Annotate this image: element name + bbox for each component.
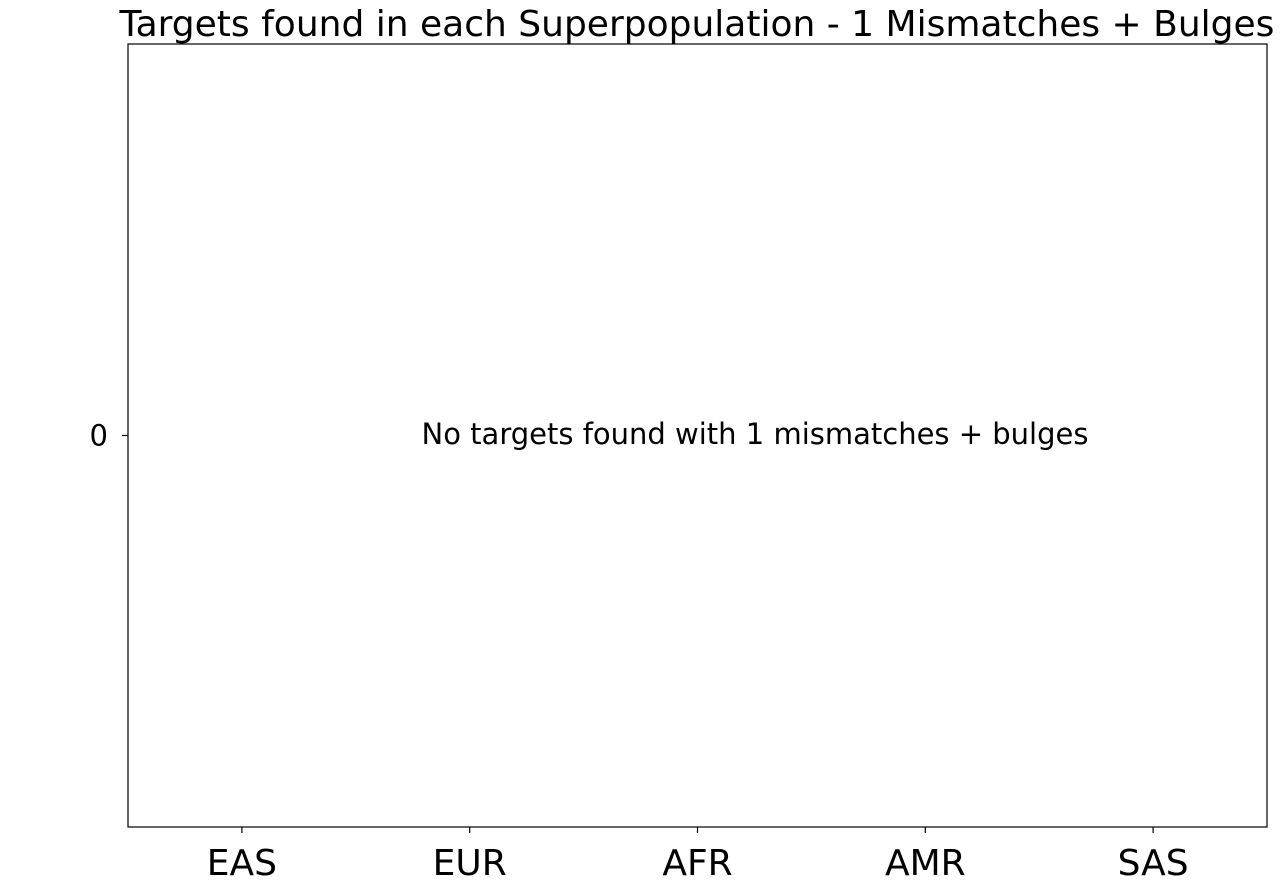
chart-title: Targets found in each Superpopulation - … [119, 4, 1275, 45]
x-tick-label-sas: SAS [1118, 843, 1189, 880]
y-axis: 0 [90, 419, 128, 453]
x-tick-label-eur: EUR [433, 843, 507, 880]
x-tick-label-eas: EAS [207, 843, 277, 880]
x-tick-label-afr: AFR [662, 843, 732, 880]
x-tick-label-amr: AMR [885, 843, 966, 880]
x-axis: EAS EUR AFR AMR SAS [207, 827, 1189, 884]
empty-state-annotation: No targets found with 1 mismatches + bul… [422, 417, 1089, 451]
y-tick-label: 0 [90, 419, 108, 453]
